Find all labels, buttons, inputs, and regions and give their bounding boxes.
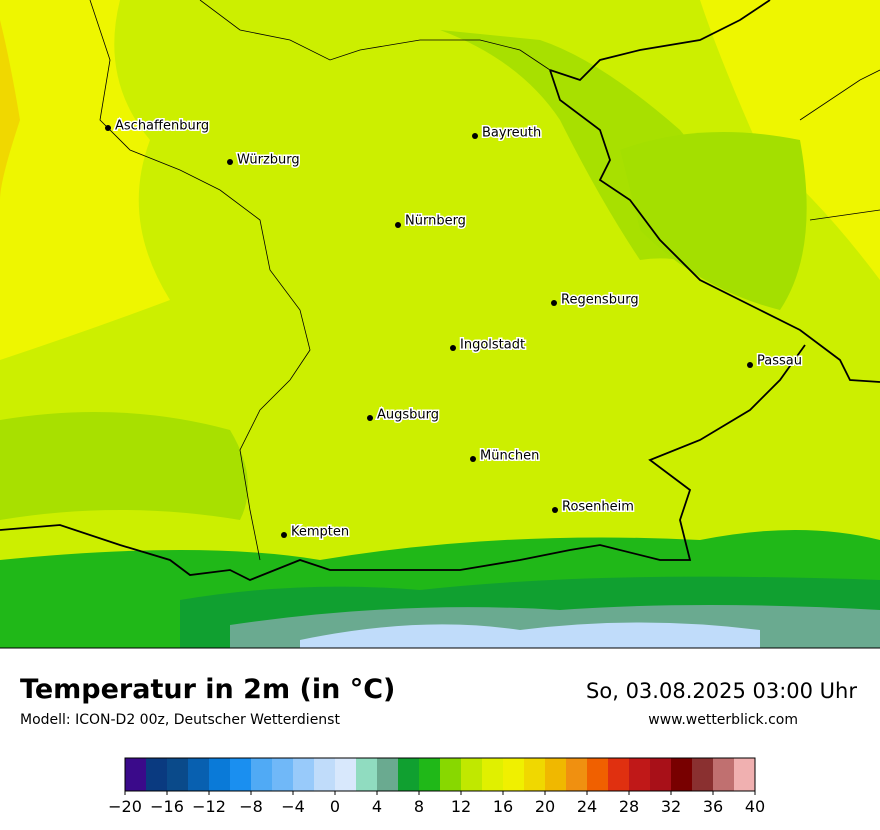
city-label: Regensburg [561,293,639,308]
city-label: Augsburg [377,408,439,423]
city-dot [281,532,287,538]
colorbar-segment [587,758,609,791]
colorbar-segment [272,758,294,791]
colorbar-segment [503,758,525,791]
colorbar-frame [124,757,756,792]
colorbar-segment [671,758,693,791]
colorbar-tick-label: 0 [330,797,340,816]
colorbar-segment [209,758,231,791]
colorbar-segment [188,758,210,791]
city: Bayreuth [472,124,543,142]
colorbar-tick-label: 8 [414,797,424,816]
city-label: Rosenheim [562,500,634,515]
city: Würzburg [227,151,301,169]
city-dot [105,125,111,131]
cities: Aschaffenburg Würzburg Bayreuth Nürnberg… [105,117,803,541]
colorbar-segment [629,758,651,791]
city: Kempten [281,523,351,541]
colorbar-tick-label: −16 [150,797,184,816]
map [0,0,880,648]
city-label: Bayreuth [482,126,541,141]
colorbar-tick-label: 20 [535,797,555,816]
city-dot [227,159,233,165]
colorbar-segment [734,758,756,791]
city-dot [747,362,753,368]
city-dot [450,345,456,351]
city: Passau [747,352,803,370]
cool-area [0,412,248,520]
cool-area [620,132,807,310]
colorbar-segment [440,758,462,791]
colorbar-tick-label: 32 [661,797,681,816]
colorbar-segment [482,758,504,791]
colorbar-tick-label: 40 [745,797,765,816]
colorbar-segment [251,758,273,791]
city-label: Würzburg [237,153,300,168]
colorbar-tick-label: 4 [372,797,382,816]
city-label: Ingolstadt [460,338,525,353]
colorbar-segment [335,758,357,791]
colorbar-tick-label: −8 [239,797,263,816]
colorbar-segment [419,758,441,791]
city: Aschaffenburg [105,117,211,135]
colorbar-tick-label: 12 [451,797,471,816]
colorbar-segment [566,758,588,791]
city-dot [470,456,476,462]
colorbar-segment [293,758,315,791]
colorbar-segment [524,758,546,791]
city-label: Aschaffenburg [115,119,209,134]
colorbar-segment [461,758,483,791]
subtitle: Modell: ICON-D2 00z, Deutscher Wetterdie… [20,712,340,728]
city-dot [367,415,373,421]
warm-area [0,20,20,200]
colorbar-segment [713,758,735,791]
colorbar-tick-label: −12 [192,797,226,816]
colorbar-segment [398,758,420,791]
colorbar-segment [167,758,189,791]
colorbar-tick-label: 16 [493,797,513,816]
city: Regensburg [551,291,640,309]
colorbar-segment [650,758,672,791]
colorbar-tick-label: 24 [577,797,597,816]
colorbar-segment [692,758,714,791]
colorbar-segment [608,758,630,791]
colorbar-segment [125,758,147,791]
colorbar-segment [230,758,252,791]
colorbar-tick-label: 28 [619,797,639,816]
date: So, 03.08.2025 03:00 Uhr [586,679,857,703]
national-border [0,0,880,581]
colorbar-segment [146,758,168,791]
city-label: München [480,449,539,464]
city-dot [472,133,478,139]
city-dot [551,300,557,306]
alps [300,622,760,648]
city: Rosenheim [552,498,635,516]
colorbar-segment [377,758,399,791]
city-label: Kempten [291,525,349,540]
city-label: Passau [757,354,802,369]
city: München [470,447,541,465]
title: Temperatur in 2m (in °C) [20,674,395,705]
city-dot [395,222,401,228]
city: Nürnberg [395,212,467,230]
colorbar: −20 −16 −12 −8 −4 0 4 8 12 16 20 24 28 32 36 40 [108,757,765,816]
city: Ingolstadt [450,336,527,354]
warm-area [0,0,170,360]
city-label: Nürnberg [405,214,466,229]
city: Augsburg [367,406,441,424]
website: www.wetterblick.com [648,712,798,728]
colorbar-segment [356,758,378,791]
colorbar-tick-label: 36 [703,797,723,816]
colorbar-tick-label: −4 [281,797,305,816]
colorbar-segment [545,758,567,791]
colorbar-tick-label: −20 [108,797,142,816]
colorbar-segment [314,758,336,791]
city-dot [552,507,558,513]
